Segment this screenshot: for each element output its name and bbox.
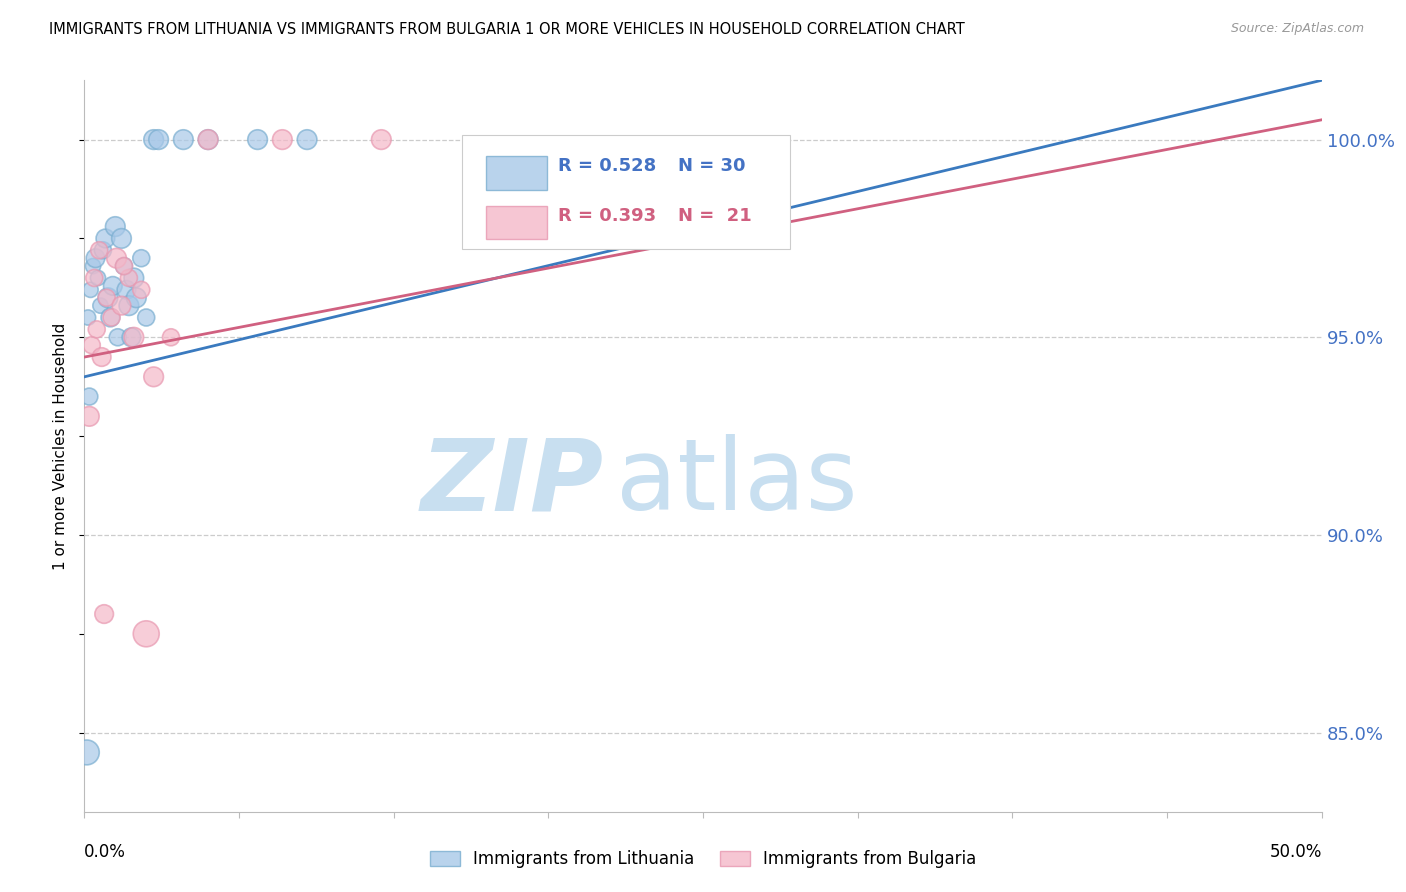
Point	[90, 350, 112, 364]
Point	[129, 283, 152, 297]
Point	[96, 291, 118, 305]
Point	[110, 231, 132, 245]
Point	[79, 409, 101, 424]
Point	[86, 322, 108, 336]
Point	[112, 259, 135, 273]
Point	[89, 244, 111, 258]
FancyBboxPatch shape	[486, 156, 547, 190]
Point	[135, 310, 157, 325]
Point	[83, 271, 105, 285]
Point	[77, 310, 100, 325]
Point	[101, 278, 124, 293]
Point	[118, 271, 141, 285]
Point	[122, 330, 145, 344]
Point	[129, 251, 152, 265]
Point	[107, 330, 129, 344]
Point	[112, 259, 135, 273]
FancyBboxPatch shape	[486, 205, 547, 239]
Point	[97, 291, 120, 305]
Point	[295, 132, 318, 146]
Point	[100, 310, 122, 325]
Text: R = 0.528: R = 0.528	[558, 158, 657, 176]
Point	[135, 627, 157, 641]
Text: N =  21: N = 21	[678, 207, 752, 225]
Point	[115, 283, 138, 297]
Point	[148, 132, 170, 146]
Text: ZIP: ZIP	[420, 434, 605, 531]
Text: 0.0%: 0.0%	[84, 843, 127, 862]
Point	[197, 132, 219, 146]
Text: N = 30: N = 30	[678, 158, 745, 176]
Point	[246, 132, 269, 146]
Point	[89, 299, 111, 313]
Point	[142, 369, 165, 384]
Y-axis label: 1 or more Vehicles in Household: 1 or more Vehicles in Household	[53, 322, 69, 570]
Point	[160, 330, 183, 344]
Point	[110, 299, 132, 313]
Text: Source: ZipAtlas.com: Source: ZipAtlas.com	[1230, 22, 1364, 36]
Point	[80, 338, 103, 352]
Point	[79, 390, 101, 404]
Point	[105, 251, 128, 265]
Point	[122, 271, 145, 285]
Text: IMMIGRANTS FROM LITHUANIA VS IMMIGRANTS FROM BULGARIA 1 OR MORE VEHICLES IN HOUS: IMMIGRANTS FROM LITHUANIA VS IMMIGRANTS …	[49, 22, 965, 37]
Text: R = 0.393: R = 0.393	[558, 207, 657, 225]
Point	[76, 746, 98, 760]
Point	[98, 310, 121, 325]
Point	[94, 231, 117, 245]
Point	[197, 132, 219, 146]
Point	[82, 259, 104, 273]
Point	[172, 132, 194, 146]
Point	[120, 330, 142, 344]
Point	[142, 132, 165, 146]
Point	[271, 132, 294, 146]
FancyBboxPatch shape	[461, 136, 790, 249]
Text: atlas: atlas	[616, 434, 858, 531]
Point	[91, 244, 114, 258]
Point	[125, 291, 148, 305]
Point	[84, 251, 107, 265]
Point	[93, 607, 115, 621]
Point	[87, 271, 110, 285]
Point	[79, 283, 101, 297]
Point	[104, 219, 127, 234]
Point	[118, 299, 141, 313]
Text: 50.0%: 50.0%	[1270, 843, 1322, 862]
Point	[370, 132, 392, 146]
Legend: Immigrants from Lithuania, Immigrants from Bulgaria: Immigrants from Lithuania, Immigrants fr…	[423, 844, 983, 875]
